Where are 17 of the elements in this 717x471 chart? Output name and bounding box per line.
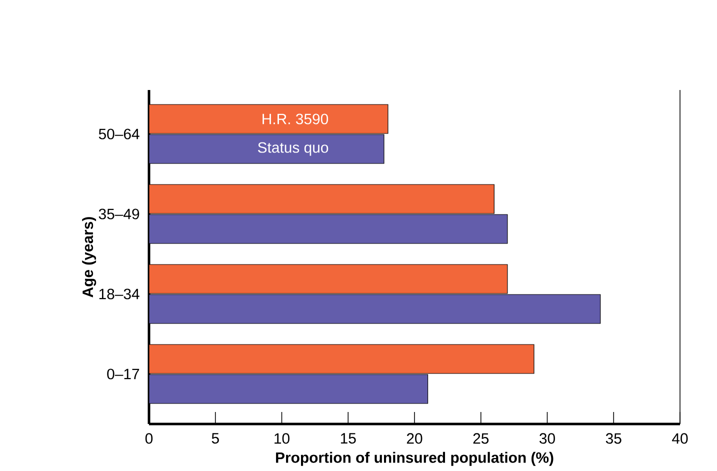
series-label: Status quo <box>258 142 328 156</box>
y-tick-label: 18–34 <box>99 288 140 300</box>
series-label: H.R. 3590 <box>262 114 328 124</box>
x-tick-label: 10 <box>274 433 290 444</box>
x-tick-label: 0 <box>145 433 153 444</box>
x-tick-label: 30 <box>540 433 555 444</box>
x-tick-label: 15 <box>340 433 356 444</box>
y-tick-label: 0–17 <box>107 368 140 380</box>
y-tick-label: 50–64 <box>98 128 140 140</box>
x-tick-label: 5 <box>212 433 219 444</box>
x-tick-label: 40 <box>672 433 688 444</box>
x-tick-label: 20 <box>406 433 422 444</box>
y-tick-label: 35–49 <box>98 208 140 220</box>
x-tick-label: 25 <box>473 433 489 444</box>
x-axis-title: Proportion of uninsured population (%) <box>276 452 554 466</box>
y-axis-title: Age (years) <box>82 217 96 298</box>
x-tick-label: 35 <box>606 433 622 444</box>
